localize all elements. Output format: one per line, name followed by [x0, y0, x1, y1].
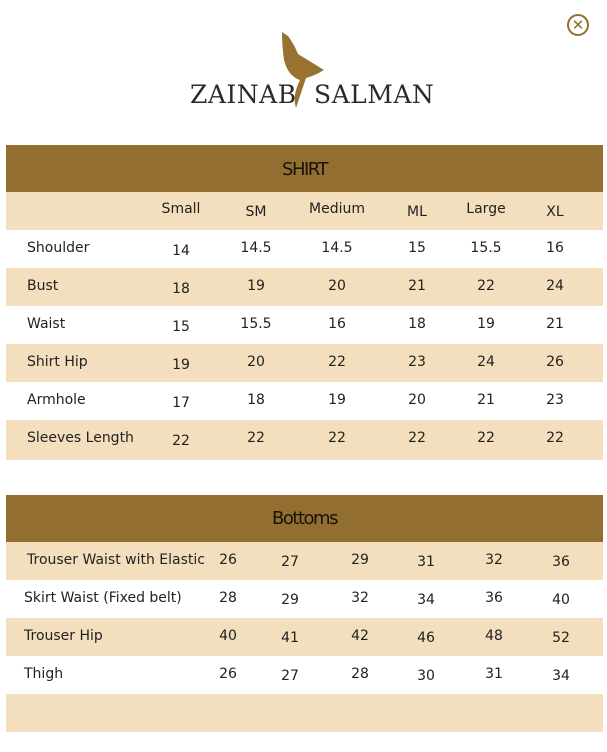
table-row: Trouser Waist with Elastic 26 27 29 31 32 36 — [6, 542, 603, 580]
table-row: Shirt Hip 19 20 22 23 24 26 — [6, 344, 603, 382]
cell-value: 23 — [546, 392, 564, 408]
cell-value: 22 — [546, 430, 564, 446]
cell-value: 19 — [328, 392, 346, 408]
row-label: Shirt Hip — [27, 354, 88, 370]
cell-value: 26 — [546, 354, 564, 370]
cell-value: 23 — [408, 354, 426, 370]
cell-value: 15.5 — [240, 316, 272, 332]
bottoms-title: Bottoms — [272, 508, 338, 529]
cell-value: 28 — [351, 666, 369, 682]
cell-value: 14.5 — [240, 240, 272, 256]
cell-value: 19 — [477, 316, 495, 332]
close-icon: ✕ — [571, 16, 585, 34]
cell-value: 15 — [408, 240, 426, 256]
brand-right: SALMAN — [314, 80, 435, 109]
cell-value: 14.5 — [321, 240, 353, 256]
cell-value: 14 — [172, 243, 190, 259]
cell-value: 22 — [328, 430, 346, 446]
cell-value: 26 — [219, 666, 237, 682]
brand-logo: ZAINAB SALMAN — [190, 32, 434, 120]
empty-row — [6, 694, 603, 732]
cell-value: 20 — [328, 278, 346, 294]
shirt-section-header: SHIRT — [6, 145, 603, 192]
cell-value: 15 — [172, 319, 190, 335]
table-row: Armhole 17 18 19 20 21 23 — [6, 382, 603, 420]
row-label: Waist — [27, 316, 66, 332]
shirt-title: SHIRT — [282, 159, 328, 180]
column-header: SM — [245, 204, 267, 220]
column-header: Large — [466, 201, 506, 217]
cell-value: 15.5 — [470, 240, 502, 256]
table-row: Trouser Hip 40 41 42 46 48 52 — [6, 618, 603, 656]
row-label: Bust — [27, 278, 59, 294]
table-row: Thigh 26 27 28 30 31 34 — [6, 656, 603, 694]
bird-icon — [282, 32, 324, 108]
cell-value: 28 — [219, 590, 237, 606]
table-row: Shoulder 14 14.5 14.5 15 15.5 16 — [6, 230, 603, 268]
brand-left: ZAINAB — [190, 80, 297, 109]
cell-value: 20 — [247, 354, 265, 370]
cell-value: 22 — [328, 354, 346, 370]
cell-value: 22 — [172, 433, 190, 449]
cell-value: 17 — [172, 395, 190, 411]
cell-value: 22 — [408, 430, 426, 446]
cell-value: 24 — [546, 278, 564, 294]
cell-value: 32 — [351, 590, 369, 606]
cell-value: 32 — [485, 552, 503, 568]
cell-value: 34 — [552, 668, 570, 684]
cell-value: 18 — [172, 281, 190, 297]
shirt-column-header: Small SM Medium ML Large XL — [6, 192, 603, 230]
cell-value: 22 — [247, 430, 265, 446]
cell-value: 18 — [247, 392, 265, 408]
row-label: Skirt Waist (Fixed belt) — [24, 590, 182, 606]
table-row: Bust 18 19 20 21 22 24 — [6, 268, 603, 306]
table-row: Skirt Waist (Fixed belt) 28 29 32 34 36 40 — [6, 580, 603, 618]
cell-value: 36 — [552, 554, 570, 570]
cell-value: 34 — [417, 592, 435, 608]
cell-value: 16 — [328, 316, 346, 332]
column-header: ML — [407, 204, 427, 220]
cell-value: 18 — [408, 316, 426, 332]
row-label: Shoulder — [27, 240, 90, 256]
row-label: Sleeves Length — [27, 430, 134, 446]
cell-value: 31 — [485, 666, 503, 682]
table-row: Waist 15 15.5 16 18 19 21 — [6, 306, 603, 344]
column-header: XL — [546, 204, 564, 220]
column-header: Medium — [309, 201, 365, 217]
cell-value: 27 — [281, 668, 299, 684]
cell-value: 27 — [281, 554, 299, 570]
column-header: Small — [161, 201, 201, 217]
cell-value: 40 — [219, 628, 237, 644]
close-button[interactable]: ✕ — [567, 14, 589, 36]
cell-value: 30 — [417, 668, 435, 684]
cell-value: 19 — [247, 278, 265, 294]
row-label: Trouser Waist with Elastic — [27, 552, 205, 568]
cell-value: 31 — [417, 554, 435, 570]
cell-value: 22 — [477, 278, 495, 294]
cell-value: 41 — [281, 630, 299, 646]
row-label: Thigh — [24, 666, 64, 682]
row-label: Armhole — [27, 392, 86, 408]
bottoms-section-header: Bottoms — [6, 495, 603, 542]
cell-value: 21 — [408, 278, 426, 294]
table-row: Sleeves Length 22 22 22 22 22 22 — [6, 420, 603, 460]
cell-value: 20 — [408, 392, 426, 408]
cell-value: 24 — [477, 354, 495, 370]
cell-value: 29 — [281, 592, 299, 608]
cell-value: 21 — [477, 392, 495, 408]
cell-value: 29 — [351, 552, 369, 568]
cell-value: 46 — [417, 630, 435, 646]
cell-value: 40 — [552, 592, 570, 608]
cell-value: 16 — [546, 240, 564, 256]
row-label: Trouser Hip — [24, 628, 103, 644]
cell-value: 26 — [219, 552, 237, 568]
cell-value: 48 — [485, 628, 503, 644]
cell-value: 36 — [485, 590, 503, 606]
cell-value: 19 — [172, 357, 190, 373]
cell-value: 22 — [477, 430, 495, 446]
cell-value: 21 — [546, 316, 564, 332]
cell-value: 42 — [351, 628, 369, 644]
cell-value: 52 — [552, 630, 570, 646]
